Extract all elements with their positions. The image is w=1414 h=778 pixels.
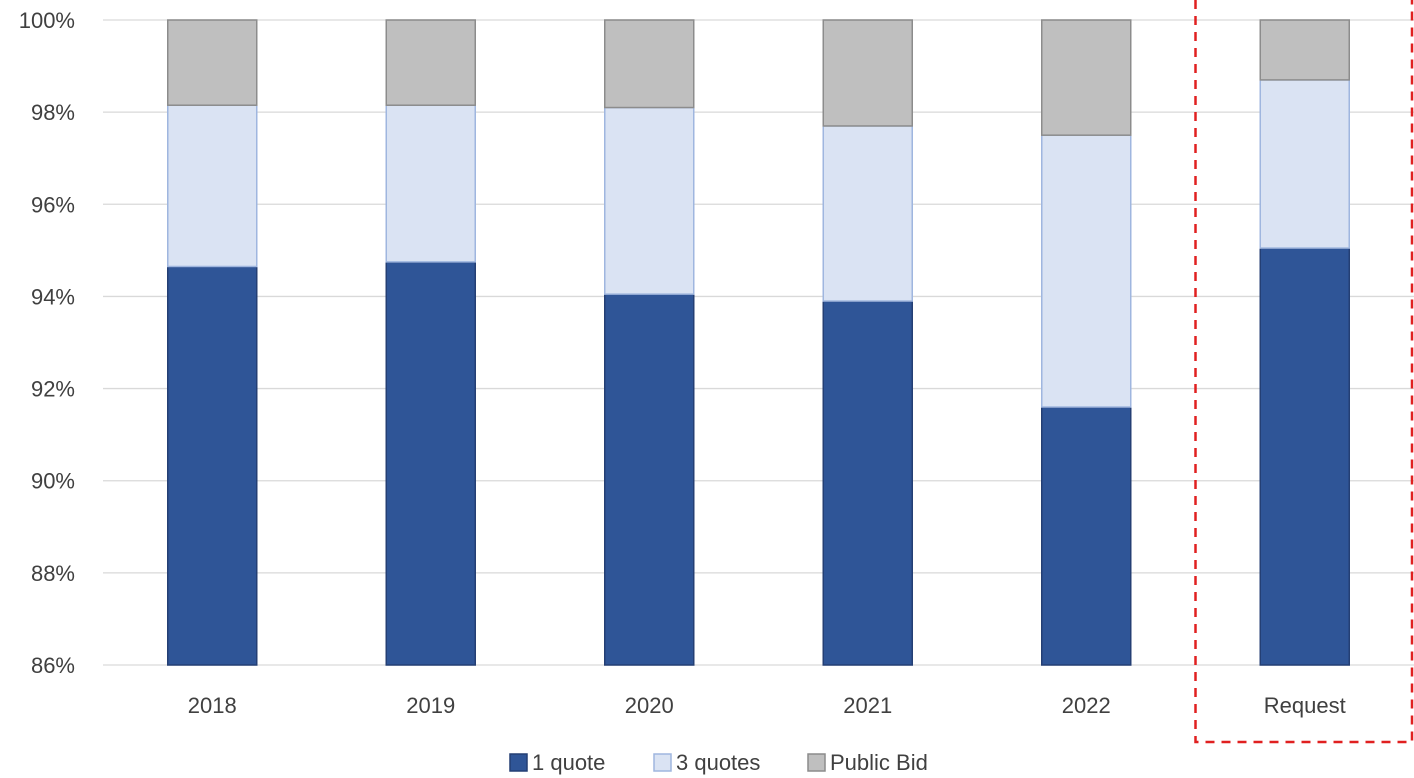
legend-swatch: [807, 753, 826, 772]
highlight-box: [1194, 0, 1414, 744]
bar-1-quote-request: [1259, 247, 1350, 666]
x-tick-label: 2021: [843, 693, 892, 718]
bar-1-quote-2022: [1041, 406, 1132, 666]
bar-1-quote-2020: [604, 293, 695, 666]
bar-public-bid-2019: [385, 19, 476, 106]
bar-1-quote-2021: [822, 300, 913, 666]
y-tick-label: 94%: [31, 284, 75, 309]
bar-3-quotes-request: [1259, 79, 1350, 249]
bar-1-quote-2018: [167, 265, 258, 666]
legend-label: Public Bid: [830, 750, 928, 775]
y-tick-label: 90%: [31, 469, 75, 494]
bars: [167, 19, 1350, 666]
bar-public-bid-2021: [822, 19, 913, 127]
legend-label: 1 quote: [532, 750, 605, 775]
bar-public-bid-2022: [1041, 19, 1132, 136]
bar-public-bid-2018: [167, 19, 258, 106]
bar-3-quotes-2019: [385, 104, 476, 263]
x-axis: 2018 2019 2020 2021 2022 Request: [188, 693, 1346, 718]
bar-public-bid-2020: [604, 19, 695, 109]
x-tick-label: 2020: [625, 693, 674, 718]
gridlines: [103, 19, 1414, 666]
x-tick-label: Request: [1264, 693, 1346, 718]
bar-3-quotes-2021: [822, 125, 913, 302]
legend-swatch: [653, 753, 672, 772]
bar-3-quotes-2020: [604, 106, 695, 295]
legend-swatch: [509, 753, 528, 772]
x-tick-label: 2019: [406, 693, 455, 718]
bar-public-bid-request: [1259, 19, 1350, 81]
legend-label: 3 quotes: [676, 750, 760, 775]
legend: 1 quote 3 quotes Public Bid: [509, 750, 928, 775]
x-tick-label: 2022: [1062, 693, 1111, 718]
bar-3-quotes-2018: [167, 104, 258, 268]
y-tick-label: 98%: [31, 100, 75, 125]
y-tick-label: 92%: [31, 377, 75, 402]
y-tick-label: 88%: [31, 561, 75, 586]
bar-1-quote-2019: [385, 261, 476, 666]
y-tick-label: 86%: [31, 653, 75, 678]
y-axis: 86% 88% 90% 92% 94% 96% 98% 100%: [19, 8, 75, 678]
bar-3-quotes-2022: [1041, 134, 1132, 408]
y-tick-label: 96%: [31, 192, 75, 217]
request-highlight-outline: [1194, 0, 1414, 744]
y-tick-label: 100%: [19, 8, 75, 33]
x-tick-label: 2018: [188, 693, 237, 718]
